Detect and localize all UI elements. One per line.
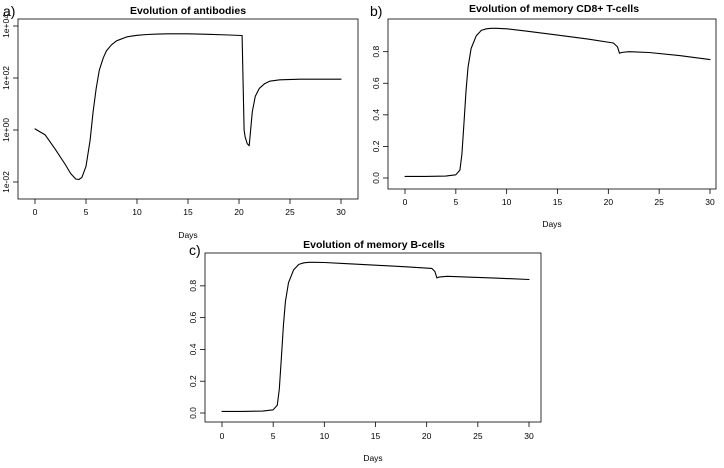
chart-panel-2: b) Evolution of memory CD8+ T-cells 0 5 10 15…: [370, 3, 717, 229]
x-tick-label: 10: [502, 197, 512, 207]
panel-letter: c): [189, 242, 201, 258]
panel-letter: b): [370, 3, 382, 19]
y-tick-label: 0.0: [188, 407, 198, 419]
y-tick-label: 0.2: [371, 140, 381, 152]
x-tick-label: 20: [604, 197, 614, 207]
series-line-1: [34, 33, 342, 181]
y-tick-label: 0.0: [371, 172, 381, 184]
y-tick-label: 0.6: [371, 77, 381, 89]
y-tick-label: 1e+00: [1, 118, 11, 142]
chart-title: Evolution of antibodies: [130, 5, 246, 17]
plot-frame: [387, 18, 717, 190]
x-tick-label: 5: [271, 431, 276, 441]
y-tick-label: 0.4: [188, 343, 198, 355]
x-tick-label: 25: [654, 197, 664, 207]
plot-frame: [204, 252, 542, 423]
x-tick-label: 10: [320, 431, 330, 441]
x-tick-label: 0: [220, 431, 225, 441]
x-axis-label: Days: [542, 219, 561, 229]
x-tick-label: 30: [524, 431, 534, 441]
x-axis-label: Days: [178, 230, 197, 240]
panel-letter: a): [3, 3, 15, 19]
chart-panel-1: a) Evolution of antibodies 0 5 10 15 20 25 30 1e-…: [1, 3, 359, 240]
x-tick-label: 25: [285, 207, 295, 217]
y-tick-label: 0.6: [188, 311, 198, 323]
x-tick-label: 15: [371, 431, 381, 441]
x-tick-label: 15: [553, 197, 563, 207]
x-tick-label: 0: [403, 197, 408, 207]
y-tick-label: 0.2: [188, 375, 198, 387]
x-tick-label: 30: [705, 197, 715, 207]
x-tick-label: 20: [234, 207, 244, 217]
x-tick-label: 20: [422, 431, 432, 441]
x-tick-label: 25: [473, 431, 483, 441]
series-line-1: [404, 27, 711, 177]
x-tick-label: 15: [183, 207, 193, 217]
x-tick-label: 5: [84, 207, 89, 217]
series-line-1: [221, 261, 530, 412]
y-tick-label: 1e-02: [1, 171, 11, 193]
chart-title: Evolution of memory B-cells: [303, 239, 445, 251]
chart-panel-3: c) Evolution of memory B-cells 0 5 10 15 20 25 3…: [188, 239, 542, 463]
chart-title: Evolution of memory CD8+ T-cells: [469, 3, 639, 15]
y-tick-label: 1e+04: [1, 14, 11, 38]
x-tick-label: 30: [336, 207, 346, 217]
y-tick-label: 0.8: [371, 46, 381, 58]
y-tick-label: 0.8: [188, 280, 198, 292]
plot-frame: [17, 18, 359, 200]
y-tick-label: 1e+02: [1, 66, 11, 90]
y-tick-label: 0.4: [371, 109, 381, 121]
x-tick-label: 5: [453, 197, 458, 207]
x-tick-label: 10: [132, 207, 142, 217]
x-axis-label: Days: [363, 453, 382, 463]
x-tick-label: 0: [33, 207, 38, 217]
